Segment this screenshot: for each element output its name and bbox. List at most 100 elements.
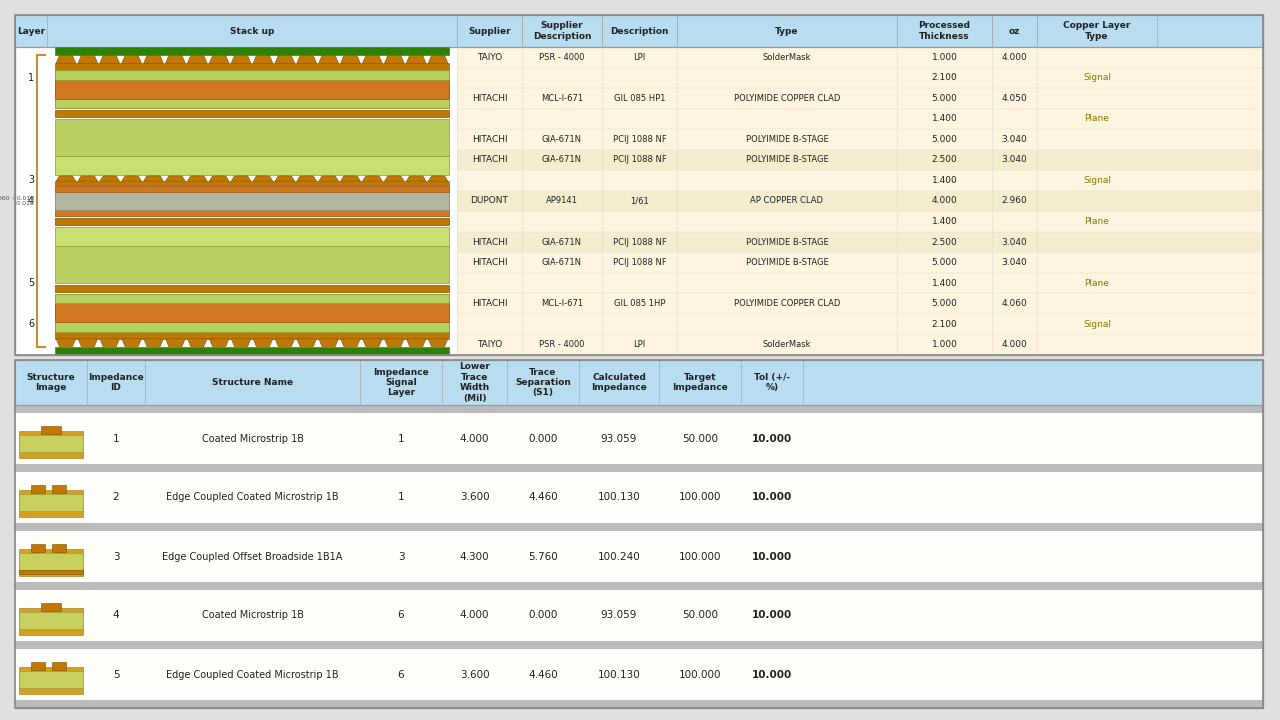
Text: HITACHI: HITACHI <box>472 156 507 164</box>
Text: 4.460: 4.460 <box>529 670 558 680</box>
Polygon shape <box>429 55 448 63</box>
Text: Trace
Separation
(S1): Trace Separation (S1) <box>515 368 571 397</box>
Bar <box>15 590 1263 641</box>
Text: Type: Type <box>776 27 799 35</box>
Bar <box>15 15 1263 47</box>
Text: HITACHI: HITACHI <box>472 300 507 308</box>
Bar <box>15 360 1263 708</box>
Bar <box>55 71 449 108</box>
Text: 2.960: 2.960 <box>1002 197 1028 205</box>
Text: 2: 2 <box>113 492 119 503</box>
Bar <box>55 186 449 216</box>
Text: 1.000: 1.000 <box>932 341 957 349</box>
Bar <box>15 472 1263 523</box>
Text: 1.000: 1.000 <box>932 53 957 62</box>
Text: 93.059: 93.059 <box>600 611 637 621</box>
Text: 0.060 +0.010
   -0.010: 0.060 +0.010 -0.010 <box>0 196 35 207</box>
Polygon shape <box>384 176 404 181</box>
Bar <box>41 426 60 434</box>
Bar <box>31 662 45 670</box>
Text: Signal: Signal <box>1083 73 1111 82</box>
Text: 0.000: 0.000 <box>529 433 558 444</box>
Text: AP COPPER CLAD: AP COPPER CLAD <box>750 197 823 205</box>
Text: GIA-671N: GIA-671N <box>541 258 582 267</box>
Bar <box>55 227 449 246</box>
Polygon shape <box>187 55 207 63</box>
Bar <box>457 211 1263 232</box>
Bar <box>55 181 449 186</box>
Bar <box>52 662 67 670</box>
Text: POLYIMIDE COPPER CLAD: POLYIMIDE COPPER CLAD <box>733 94 840 103</box>
Text: TAIYO: TAIYO <box>477 53 502 62</box>
Polygon shape <box>384 55 404 63</box>
Polygon shape <box>340 55 361 63</box>
Bar <box>457 252 1263 273</box>
Text: 5.000: 5.000 <box>932 135 957 144</box>
Polygon shape <box>362 338 383 346</box>
Bar <box>19 431 83 458</box>
Bar <box>55 156 449 176</box>
Text: 4.050: 4.050 <box>1002 94 1028 103</box>
Text: 100.000: 100.000 <box>678 552 721 562</box>
Bar <box>55 63 449 71</box>
Text: 2.100: 2.100 <box>932 73 957 82</box>
Polygon shape <box>122 176 142 181</box>
Bar <box>457 314 1263 335</box>
Text: 4.000: 4.000 <box>1002 341 1028 349</box>
Text: POLYIMIDE B-STAGE: POLYIMIDE B-STAGE <box>746 258 828 267</box>
Text: 10.000: 10.000 <box>751 492 792 503</box>
Bar <box>15 405 1263 413</box>
Polygon shape <box>429 176 448 181</box>
Text: 1: 1 <box>398 433 404 444</box>
Text: 1: 1 <box>113 433 119 444</box>
Text: PCIJ 1088 NF: PCIJ 1088 NF <box>613 238 667 246</box>
Text: Signal: Signal <box>1083 320 1111 329</box>
Polygon shape <box>143 176 164 181</box>
Text: 4.000: 4.000 <box>460 433 489 444</box>
Polygon shape <box>210 55 229 63</box>
Text: 5.760: 5.760 <box>529 552 558 562</box>
Text: 93.059: 93.059 <box>600 433 637 444</box>
Bar <box>19 611 83 629</box>
Text: Description: Description <box>611 27 668 35</box>
Text: 4: 4 <box>28 196 35 206</box>
Text: 3: 3 <box>28 176 35 186</box>
Text: Signal: Signal <box>1083 176 1111 185</box>
Text: Structure
Image: Structure Image <box>27 373 76 392</box>
Bar <box>19 670 83 688</box>
Polygon shape <box>165 176 186 181</box>
Polygon shape <box>406 55 426 63</box>
Bar <box>55 294 449 303</box>
Bar <box>55 285 449 292</box>
Text: 2.100: 2.100 <box>932 320 957 329</box>
Text: HITACHI: HITACHI <box>472 94 507 103</box>
Text: 1: 1 <box>398 492 404 503</box>
Text: 6: 6 <box>398 670 404 680</box>
Text: POLYIMIDE B-STAGE: POLYIMIDE B-STAGE <box>746 238 828 246</box>
Polygon shape <box>187 338 207 346</box>
Text: 100.000: 100.000 <box>678 492 721 503</box>
Text: 3.040: 3.040 <box>1002 156 1028 164</box>
Polygon shape <box>56 176 76 181</box>
Bar <box>457 273 1263 293</box>
Text: HITACHI: HITACHI <box>472 258 507 267</box>
Text: GIA-671N: GIA-671N <box>541 135 582 144</box>
Bar <box>15 15 1263 355</box>
Text: SolderMask: SolderMask <box>763 53 812 62</box>
Text: Supplier
Description: Supplier Description <box>532 22 591 41</box>
Polygon shape <box>165 338 186 346</box>
Text: 3: 3 <box>398 552 404 562</box>
Polygon shape <box>100 55 119 63</box>
Polygon shape <box>100 338 119 346</box>
Text: LPI: LPI <box>634 53 645 62</box>
Polygon shape <box>232 176 251 181</box>
Text: 3.040: 3.040 <box>1002 238 1028 246</box>
Bar <box>457 129 1263 150</box>
Text: 4.000: 4.000 <box>932 197 957 205</box>
Bar <box>19 435 83 452</box>
Bar <box>457 232 1263 252</box>
Text: 10.000: 10.000 <box>751 670 792 680</box>
Text: 5.000: 5.000 <box>932 258 957 267</box>
Text: Tol (+/-
%): Tol (+/- %) <box>754 373 790 392</box>
Text: 5.000: 5.000 <box>932 94 957 103</box>
